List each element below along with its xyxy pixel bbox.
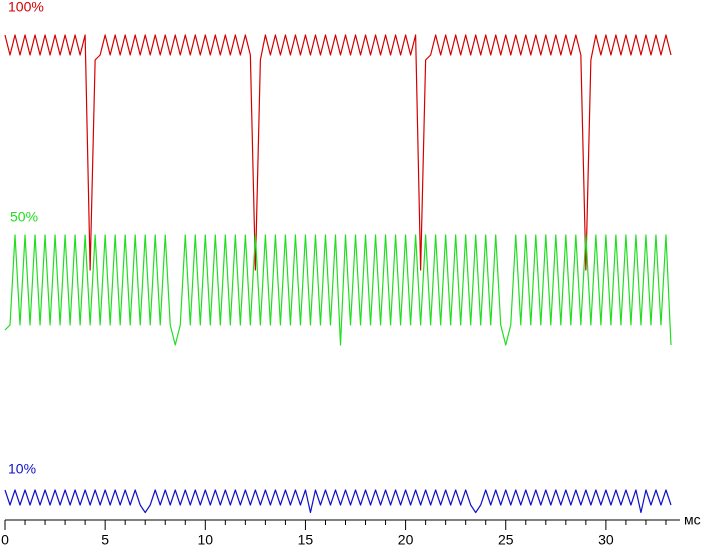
series-line [4, 34, 672, 271]
x-axis-label: мс [684, 512, 701, 528]
x-tick-label: 0 [1, 532, 9, 548]
x-tick-label: 15 [298, 532, 314, 548]
series-line [4, 489, 672, 514]
x-tick-label: 25 [498, 532, 514, 548]
x-tick-label: 20 [398, 532, 414, 548]
series-line [4, 234, 672, 346]
x-tick-label: 30 [598, 532, 614, 548]
x-tick-label: 5 [101, 532, 109, 548]
series-label: 100% [8, 0, 44, 15]
x-tick-label: 10 [198, 532, 214, 548]
series-label: 10% [8, 461, 36, 477]
series-label: 50% [10, 209, 38, 225]
